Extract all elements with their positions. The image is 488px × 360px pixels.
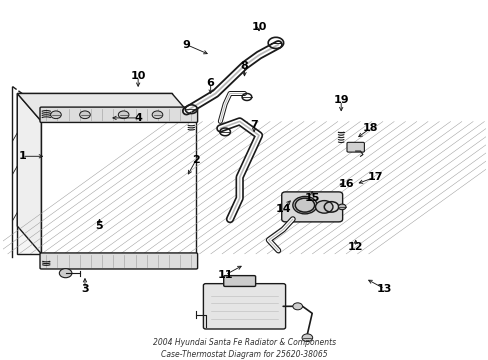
Text: 2: 2 (192, 155, 200, 165)
FancyBboxPatch shape (223, 276, 255, 287)
Text: 10: 10 (130, 71, 145, 81)
Text: 16: 16 (338, 179, 353, 189)
FancyBboxPatch shape (281, 192, 342, 222)
Text: 8: 8 (240, 60, 248, 71)
Circle shape (292, 303, 302, 310)
Text: 10: 10 (251, 22, 266, 32)
Circle shape (59, 269, 72, 278)
Polygon shape (17, 94, 196, 121)
FancyBboxPatch shape (40, 107, 197, 122)
Circle shape (292, 197, 316, 214)
Text: 5: 5 (96, 221, 103, 231)
Text: 1: 1 (18, 151, 26, 161)
Bar (17, 94, 172, 254)
Circle shape (80, 111, 90, 118)
Circle shape (152, 111, 163, 118)
Text: 17: 17 (366, 172, 382, 182)
Text: 11: 11 (217, 270, 232, 280)
Bar (41, 121, 196, 254)
Text: 12: 12 (347, 242, 363, 252)
Text: 9: 9 (182, 40, 190, 50)
Text: 13: 13 (376, 284, 391, 294)
Circle shape (118, 111, 129, 118)
Circle shape (302, 334, 312, 342)
Text: 7: 7 (250, 120, 258, 130)
FancyBboxPatch shape (40, 253, 197, 269)
FancyBboxPatch shape (203, 284, 285, 329)
Text: 14: 14 (275, 204, 290, 213)
Text: 3: 3 (81, 284, 89, 294)
Text: 4: 4 (134, 113, 142, 123)
Text: 19: 19 (333, 95, 348, 105)
Circle shape (51, 111, 61, 118)
Circle shape (315, 201, 332, 213)
Text: 15: 15 (304, 193, 319, 203)
Circle shape (338, 204, 346, 210)
Text: 18: 18 (362, 123, 377, 134)
Text: 6: 6 (206, 78, 214, 88)
FancyBboxPatch shape (346, 142, 364, 152)
Text: 2004 Hyundai Santa Fe Radiator & Components
Case-Thermostat Diagram for 25620-38: 2004 Hyundai Santa Fe Radiator & Compone… (153, 338, 335, 359)
Polygon shape (17, 94, 41, 254)
